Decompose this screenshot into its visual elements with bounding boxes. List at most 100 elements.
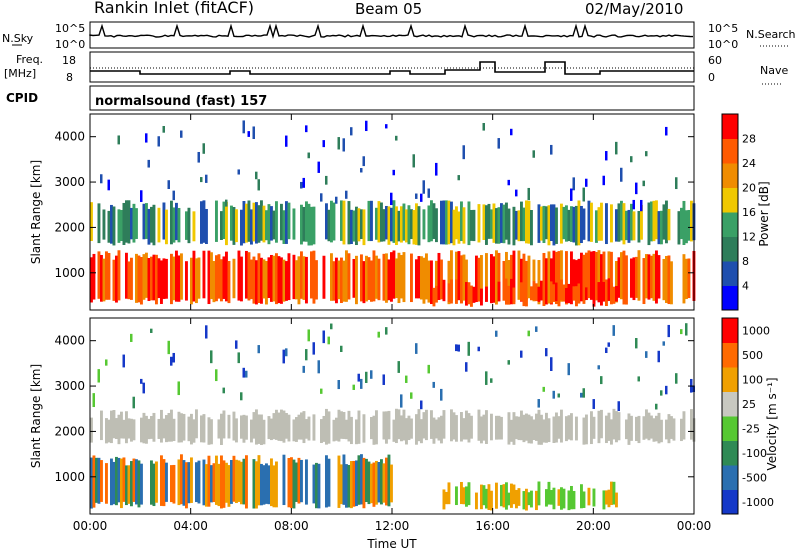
heatmap-cell	[250, 419, 253, 443]
x-tick-label: 16:00	[475, 519, 510, 533]
heatmap-cell	[582, 208, 586, 240]
heatmap-cell	[262, 259, 266, 299]
heatmap-cell	[422, 257, 426, 304]
heatmap-cell	[687, 209, 691, 241]
heatmap-cell	[422, 412, 426, 439]
colorbar-tick-label: 16	[742, 206, 756, 219]
heatmap-cell	[510, 419, 513, 442]
heatmap-cell	[537, 260, 541, 305]
heatmap-cell	[450, 201, 453, 244]
heatmap-cell	[642, 258, 646, 305]
heatmap-cell	[582, 491, 586, 508]
heatmap-cell	[502, 484, 506, 508]
heatmap-cell	[485, 253, 488, 302]
heatmap-cell	[225, 201, 228, 246]
heatmap-cell	[342, 138, 345, 152]
heatmap-cell	[500, 203, 503, 243]
colorbar-tick-label: 8	[742, 255, 749, 268]
colorbar-tick-label: 500	[742, 349, 763, 362]
heatmap-cell	[552, 284, 556, 302]
heatmap-cell	[537, 481, 541, 506]
heatmap-cell	[615, 411, 618, 443]
heatmap-cell	[537, 204, 541, 243]
heatmap-cell	[532, 281, 536, 301]
heatmap-cell	[177, 207, 181, 243]
heatmap-cell	[252, 412, 256, 439]
heatmap-cell	[202, 250, 206, 299]
heatmap-cell	[457, 285, 461, 301]
heatmap-cell	[680, 207, 683, 240]
heatmap-cell	[657, 211, 661, 245]
heatmap-cell	[170, 200, 173, 245]
heatmap-cell	[650, 415, 653, 439]
heatmap-cell	[467, 282, 471, 305]
heatmap-cell	[415, 193, 418, 199]
heatmap-cell	[572, 286, 576, 301]
heatmap-cell	[490, 378, 493, 383]
heatmap-cell	[650, 201, 653, 242]
heatmap-cell	[392, 200, 396, 243]
heatmap-cell	[577, 200, 581, 246]
heatmap-cell	[570, 251, 573, 305]
heatmap-cell	[670, 261, 673, 305]
heatmap-cell	[497, 281, 501, 302]
heatmap-cell	[582, 417, 586, 445]
heatmap-cell	[465, 486, 468, 507]
heatmap-cell	[662, 341, 665, 346]
heatmap-cell	[302, 411, 306, 444]
heatmap-cell	[285, 261, 288, 301]
heatmap-cell	[585, 414, 588, 445]
heatmap-cell	[397, 210, 401, 242]
heatmap-cell	[665, 126, 668, 136]
heatmap-cell	[245, 455, 248, 509]
heatmap-cell	[550, 357, 553, 371]
heatmap-cell	[505, 251, 508, 304]
heatmap-cell	[462, 207, 466, 244]
heatmap-cell	[620, 252, 623, 300]
heatmap-cell	[560, 250, 563, 302]
heatmap-cell	[140, 190, 143, 202]
heatmap-cell	[135, 459, 138, 505]
heatmap-cell	[175, 202, 178, 241]
heatmap-cell	[427, 364, 430, 374]
heatmap-cell	[685, 210, 688, 244]
heatmap-cell	[510, 483, 513, 508]
heatmap-cell	[187, 416, 191, 442]
heatmap-cell	[405, 418, 408, 445]
heatmap-cell	[680, 418, 683, 442]
heatmap-cell	[455, 251, 458, 300]
heatmap-cell	[232, 411, 236, 441]
heatmap-cell	[302, 256, 306, 300]
heatmap-cell	[302, 365, 305, 373]
heatmap-cell	[512, 287, 516, 305]
heatmap-cell	[325, 203, 328, 240]
heatmap-cell	[397, 361, 400, 373]
heatmap-cell	[357, 410, 361, 444]
heatmap-cell	[360, 254, 363, 302]
heatmap-cell	[382, 374, 385, 385]
heatmap-cell	[552, 416, 556, 443]
heatmap-cell	[322, 255, 326, 299]
heatmap-cell	[305, 349, 308, 361]
heatmap-cell	[435, 419, 438, 439]
y-tick-label: 3000	[54, 175, 85, 189]
heatmap-cell	[280, 409, 283, 442]
heatmap-cell	[285, 135, 288, 147]
heatmap-cell	[480, 416, 483, 444]
heatmap-cell	[465, 410, 468, 440]
heatmap-cell	[517, 416, 521, 441]
heatmap-cell	[292, 459, 296, 509]
heatmap-cell	[645, 151, 648, 157]
beam-title: Beam 05	[355, 0, 422, 18]
heatmap-cell	[395, 135, 398, 141]
heatmap-cell	[652, 200, 656, 242]
heatmap-cell	[150, 460, 153, 505]
heatmap-cell	[117, 250, 121, 301]
heatmap-cell	[282, 210, 286, 244]
heatmap-cell	[292, 208, 296, 240]
heatmap-cell	[557, 489, 561, 506]
heatmap-cell	[395, 408, 398, 444]
heatmap-cell	[262, 465, 266, 505]
heatmap-cell	[575, 260, 578, 303]
heatmap-cell	[582, 388, 585, 398]
